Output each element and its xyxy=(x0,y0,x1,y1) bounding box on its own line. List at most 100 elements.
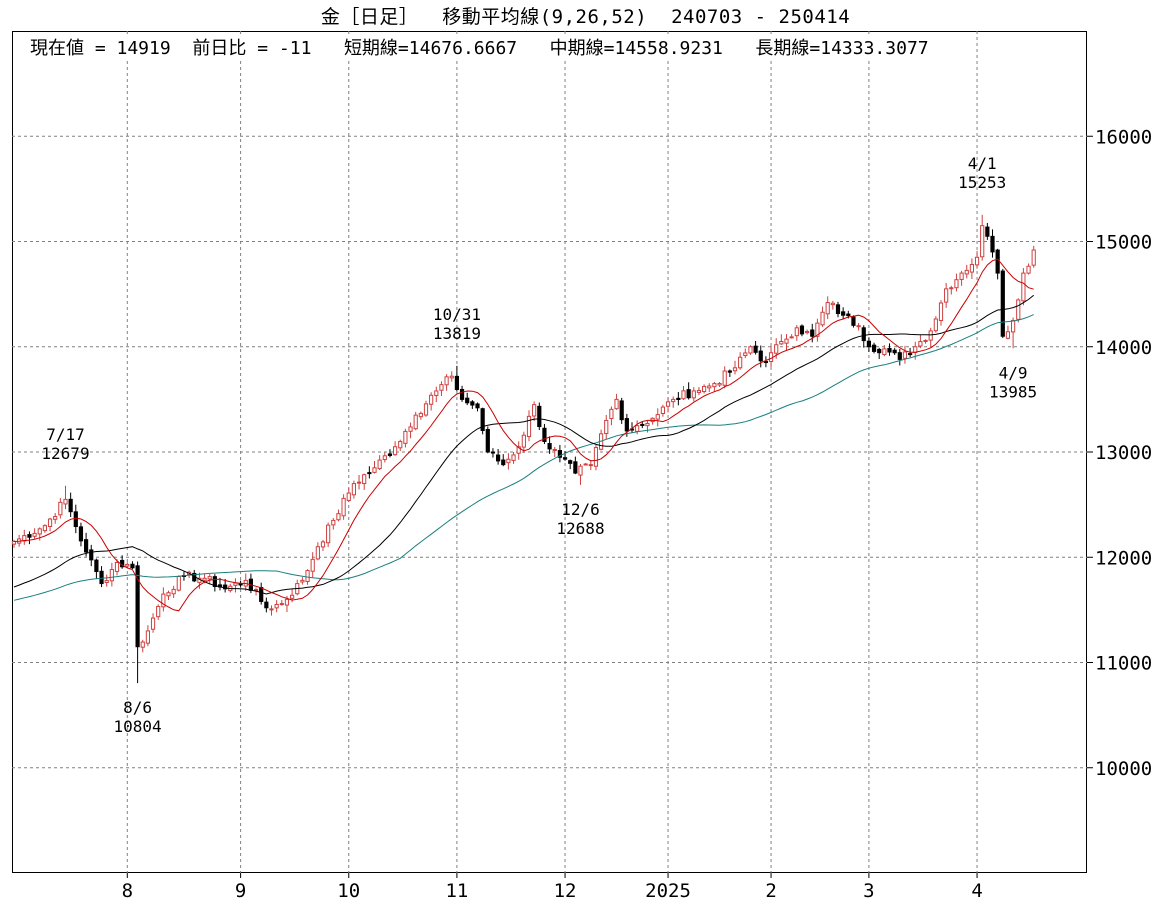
y-tick-label: 13000 xyxy=(1095,442,1152,464)
candle-body xyxy=(459,388,465,400)
candle-body xyxy=(774,344,779,354)
candle-body xyxy=(1031,249,1036,266)
x-tick-label: 11 xyxy=(445,880,468,902)
y-tick-label: 12000 xyxy=(1095,547,1152,569)
candle-body xyxy=(377,459,382,470)
annotation-date: 7/17 xyxy=(46,425,85,444)
candle-body xyxy=(135,565,140,648)
candle-body xyxy=(810,329,815,337)
candle-body xyxy=(1011,319,1016,333)
candle-body xyxy=(846,313,851,317)
candle-body xyxy=(53,516,58,520)
candle-body xyxy=(902,351,908,359)
x-tick-label: 2025 xyxy=(645,880,691,902)
candle-body xyxy=(882,348,887,356)
candle-body xyxy=(89,549,94,561)
candle-body xyxy=(738,356,743,369)
candle-body xyxy=(434,390,439,396)
candle-body xyxy=(259,587,264,602)
candle-body xyxy=(496,454,501,462)
candle-body xyxy=(959,272,964,280)
short-ma-line xyxy=(13,258,1034,612)
chart-title: 金［日足］ 移動平均線(9,26,52) 240703 - 250414 xyxy=(0,2,1171,29)
annotation-date: 12/6 xyxy=(561,500,600,519)
stat-day-change: 前日比 = -11 xyxy=(192,38,312,59)
candle-body xyxy=(526,415,532,438)
candle-body xyxy=(562,457,568,460)
candle-body xyxy=(58,501,63,516)
candle-body xyxy=(37,528,42,535)
candle-body xyxy=(609,408,614,420)
candle-body xyxy=(696,389,702,393)
candle-body xyxy=(161,593,166,608)
candle-body xyxy=(748,346,753,354)
candle-body xyxy=(681,390,686,400)
candle-body xyxy=(908,353,913,356)
candle-body xyxy=(145,630,151,644)
candle-body xyxy=(372,467,377,473)
annotation-date: 10/31 xyxy=(433,305,481,324)
candle-body xyxy=(624,418,629,432)
y-tick-label: 10000 xyxy=(1095,758,1152,780)
candle-body xyxy=(676,397,681,400)
candle-body xyxy=(856,325,861,328)
mid-ma-line xyxy=(13,294,1035,595)
annotation-date: 8/6 xyxy=(123,698,152,717)
candle-body xyxy=(532,404,537,417)
candle-body xyxy=(84,539,89,553)
candle-body xyxy=(99,570,104,585)
x-tick-label: 4 xyxy=(971,880,982,902)
candle-body xyxy=(156,605,161,618)
candle-body xyxy=(362,474,367,485)
candle-body xyxy=(851,316,856,326)
annotation-value: 10804 xyxy=(114,717,162,736)
candle-body xyxy=(588,464,593,467)
candle-body xyxy=(223,584,228,590)
candle-body xyxy=(655,414,660,420)
candle-body xyxy=(717,383,722,386)
candle-body xyxy=(583,463,588,466)
candle-body xyxy=(969,263,974,273)
candle-body xyxy=(779,340,784,345)
stats-line: 現在値 = 14919 前日比 = -11 短期線=14676.6667 中期線… xyxy=(30,34,929,60)
candle-body xyxy=(73,511,78,528)
candle-body xyxy=(444,376,449,386)
candle-body xyxy=(346,492,351,501)
candle-body xyxy=(341,497,346,517)
candle-body xyxy=(938,302,944,322)
annotation-value: 13819 xyxy=(433,324,481,343)
candle-body xyxy=(207,576,212,580)
candle-body xyxy=(47,518,53,528)
candle-body xyxy=(686,389,691,399)
candle-body xyxy=(393,446,398,456)
candle-body xyxy=(150,617,156,630)
candle-body xyxy=(933,318,938,332)
candle-body xyxy=(944,288,949,303)
candle-body xyxy=(707,385,712,389)
candle-body xyxy=(794,327,799,337)
candle-body xyxy=(1000,270,1005,337)
candle-body xyxy=(712,383,717,388)
candle-body xyxy=(568,460,573,464)
annotation-date: 4/1 xyxy=(968,154,997,173)
candle-body xyxy=(382,455,387,461)
candle-body xyxy=(619,400,624,421)
candle-body xyxy=(449,375,454,379)
candle-body xyxy=(367,472,372,475)
candle-body xyxy=(475,403,480,409)
candle-body xyxy=(645,422,650,427)
x-tick-label: 8 xyxy=(122,880,133,902)
candle-body xyxy=(408,426,413,432)
candle-body xyxy=(63,498,68,505)
candle-body xyxy=(758,350,763,362)
candle-body xyxy=(171,588,176,595)
candle-body xyxy=(305,570,310,582)
candle-body xyxy=(336,513,341,521)
annotation-value: 13985 xyxy=(989,382,1037,401)
candle-body xyxy=(521,434,526,448)
candle-body xyxy=(490,451,496,454)
candle-body xyxy=(279,603,284,606)
candle-body xyxy=(429,394,434,405)
candle-body xyxy=(320,541,326,548)
candle-body xyxy=(763,360,768,364)
